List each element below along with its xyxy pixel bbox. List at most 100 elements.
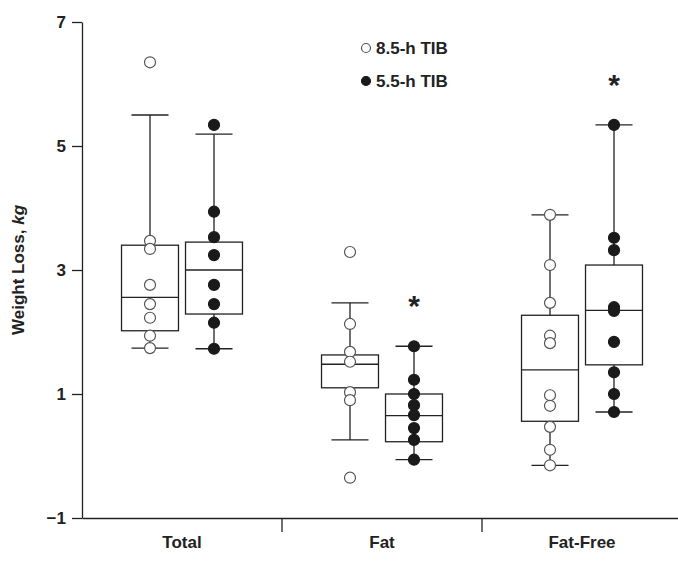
- data-point: [545, 209, 556, 220]
- series: [122, 57, 579, 483]
- data-point: [145, 330, 156, 341]
- whisker-cap-upper: [131, 114, 168, 115]
- box: [586, 265, 643, 365]
- data-point: [409, 410, 420, 421]
- y-tick-mark: [72, 270, 82, 271]
- x-axis-line: [83, 518, 678, 519]
- data-point: [545, 444, 556, 455]
- data-point: [145, 279, 156, 290]
- data-point: [345, 472, 356, 483]
- data-point: [609, 336, 620, 347]
- data-point: [145, 312, 156, 323]
- data-point: [409, 374, 420, 385]
- y-tick: 5: [57, 137, 82, 156]
- data-point: [609, 305, 620, 316]
- y-tick-mark: [72, 22, 82, 23]
- data-point: [609, 389, 620, 400]
- data-point: [609, 232, 620, 243]
- y-axis: −1 1 3 5 7: [47, 13, 83, 528]
- whisker-upper: [213, 134, 214, 242]
- y-tick-label: 7: [57, 13, 66, 32]
- whisker-upper: [149, 115, 150, 245]
- x-axis: Total Fat Fat-Free: [83, 518, 678, 552]
- y-tick-label: 1: [57, 385, 66, 404]
- data-point: [345, 356, 356, 367]
- y-tick: 3: [57, 261, 82, 280]
- data-point: [409, 423, 420, 434]
- data-point: [545, 338, 556, 349]
- legend-marker: [362, 77, 371, 86]
- x-tick-label: Fat: [369, 533, 395, 552]
- y-axis-line: [82, 23, 83, 519]
- x-tick-label: Fat-Free: [548, 533, 615, 552]
- median: [522, 369, 579, 370]
- legend-item: 8.5-h TIB: [362, 39, 448, 58]
- y-tick: 7: [57, 13, 82, 32]
- data-point: [209, 317, 220, 328]
- median: [186, 269, 243, 270]
- box-plot: [186, 119, 243, 354]
- data-point: [545, 421, 556, 432]
- y-axis-title: Weight Loss, kg: [9, 204, 28, 335]
- data-point: [345, 318, 356, 329]
- data-point: [345, 247, 356, 258]
- data-point: [545, 260, 556, 271]
- y-tick: −1: [47, 509, 82, 528]
- data-point: [145, 299, 156, 310]
- y-tick-label: −1: [47, 509, 66, 528]
- whisker-cap-lower: [331, 439, 368, 440]
- x-group-separator: [281, 518, 282, 532]
- data-point: [209, 206, 220, 217]
- data-point: [345, 395, 356, 406]
- y-tick: 1: [57, 385, 82, 404]
- data-point: [209, 232, 220, 243]
- data-point: [209, 343, 220, 354]
- data-point: [209, 119, 220, 130]
- box-plot: [522, 209, 579, 470]
- legend-label: 5.5-h TIB: [376, 72, 448, 91]
- whisker-cap-upper: [331, 302, 368, 303]
- median: [122, 297, 179, 298]
- x-tick-label: Total: [162, 533, 201, 552]
- x-tick: Total: [162, 518, 201, 552]
- data-point: [545, 297, 556, 308]
- data-point: [209, 250, 220, 261]
- data-point: [409, 389, 420, 400]
- x-tick: Fat: [369, 518, 395, 552]
- data-point: [545, 400, 556, 411]
- data-point: [409, 434, 420, 445]
- data-point: [609, 119, 620, 130]
- legend: 8.5-h TIB 5.5-h TIB: [362, 39, 448, 91]
- y-tick-label: 3: [57, 261, 66, 280]
- data-point: [409, 341, 420, 352]
- chart: −1 1 3 5 7 Total Fat Fat-Free Weight Loss, kg * * 8…: [0, 0, 678, 568]
- whisker-upper: [413, 346, 414, 394]
- legend-label: 8.5-h TIB: [376, 39, 448, 58]
- box-plot: [322, 247, 379, 484]
- plot-area: [122, 57, 643, 483]
- legend-item: 5.5-h TIB: [362, 72, 448, 91]
- data-point: [545, 390, 556, 401]
- significance-marker: *: [608, 68, 620, 101]
- box: [186, 242, 243, 314]
- significance-marker: *: [408, 289, 420, 322]
- y-tick-label: 5: [57, 137, 66, 156]
- data-point: [209, 279, 220, 290]
- y-tick-mark: [72, 394, 82, 395]
- whisker-cap-upper: [195, 134, 232, 135]
- data-point: [145, 243, 156, 254]
- box: [122, 245, 179, 331]
- x-tick: Fat-Free: [548, 518, 615, 552]
- data-point: [609, 245, 620, 256]
- data-point: [609, 406, 620, 417]
- box-plot: [122, 57, 179, 354]
- data-point: [609, 367, 620, 378]
- whisker-upper: [613, 125, 614, 265]
- y-tick-mark: [72, 518, 82, 519]
- data-point: [545, 460, 556, 471]
- box: [322, 355, 379, 388]
- legend-marker: [362, 44, 371, 53]
- data-point: [209, 299, 220, 310]
- box: [522, 315, 579, 421]
- x-group-separator: [481, 518, 482, 532]
